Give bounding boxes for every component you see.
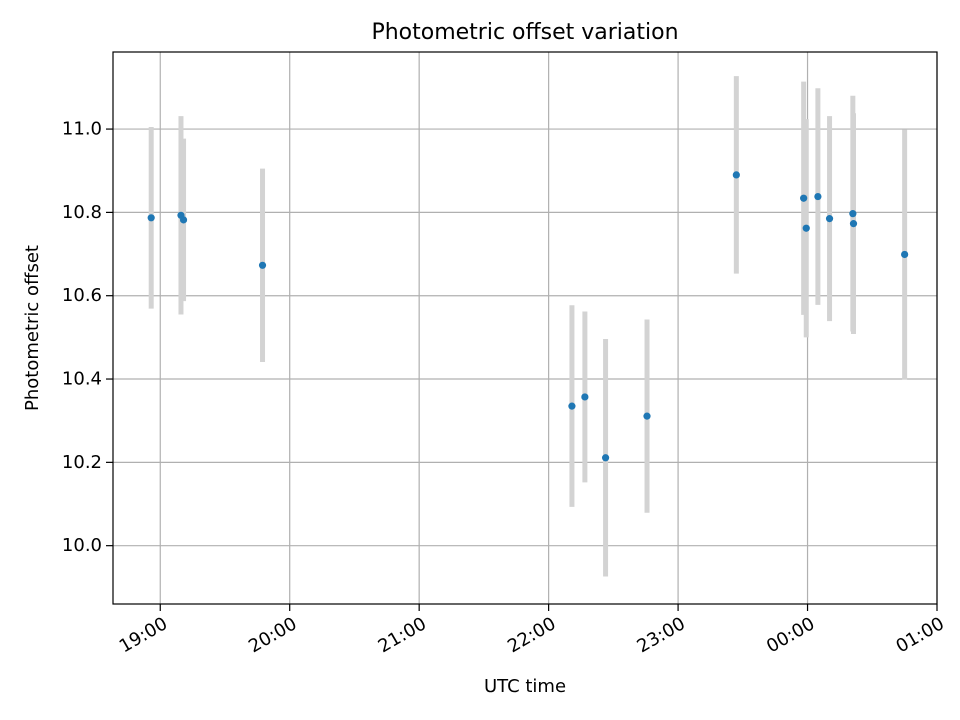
y-tick-label: 10.4 bbox=[62, 369, 102, 390]
data-point bbox=[732, 171, 740, 179]
chart-title: Photometric offset variation bbox=[371, 20, 678, 45]
data-point bbox=[802, 224, 810, 232]
data-point bbox=[849, 210, 857, 218]
y-axis-label: Photometric offset bbox=[22, 245, 43, 411]
data-point bbox=[800, 194, 808, 202]
data-point bbox=[849, 220, 858, 228]
y-tick-label: 10.6 bbox=[62, 285, 102, 306]
plot-frame bbox=[112, 51, 938, 605]
y-tick-label: 11.0 bbox=[62, 119, 102, 140]
grid bbox=[113, 52, 938, 604]
x-axis-label: UTC time bbox=[484, 676, 566, 697]
data-point bbox=[825, 215, 834, 223]
data-point bbox=[581, 393, 589, 401]
data-point bbox=[643, 412, 651, 420]
data-point bbox=[601, 454, 610, 462]
y-tick-label: 10.0 bbox=[62, 535, 102, 556]
data-point bbox=[179, 216, 188, 224]
data-point bbox=[568, 402, 576, 410]
data-points bbox=[147, 171, 909, 462]
data-point bbox=[258, 261, 267, 269]
y-tick-label: 10.2 bbox=[62, 452, 102, 473]
y-tick-label: 10.8 bbox=[62, 202, 102, 223]
data-point bbox=[814, 192, 822, 201]
data-point bbox=[147, 214, 155, 222]
data-point bbox=[901, 250, 909, 259]
y-axis-ticks: 10.0 10.2 10.4 10.6 10.8 11.0 bbox=[62, 119, 113, 556]
